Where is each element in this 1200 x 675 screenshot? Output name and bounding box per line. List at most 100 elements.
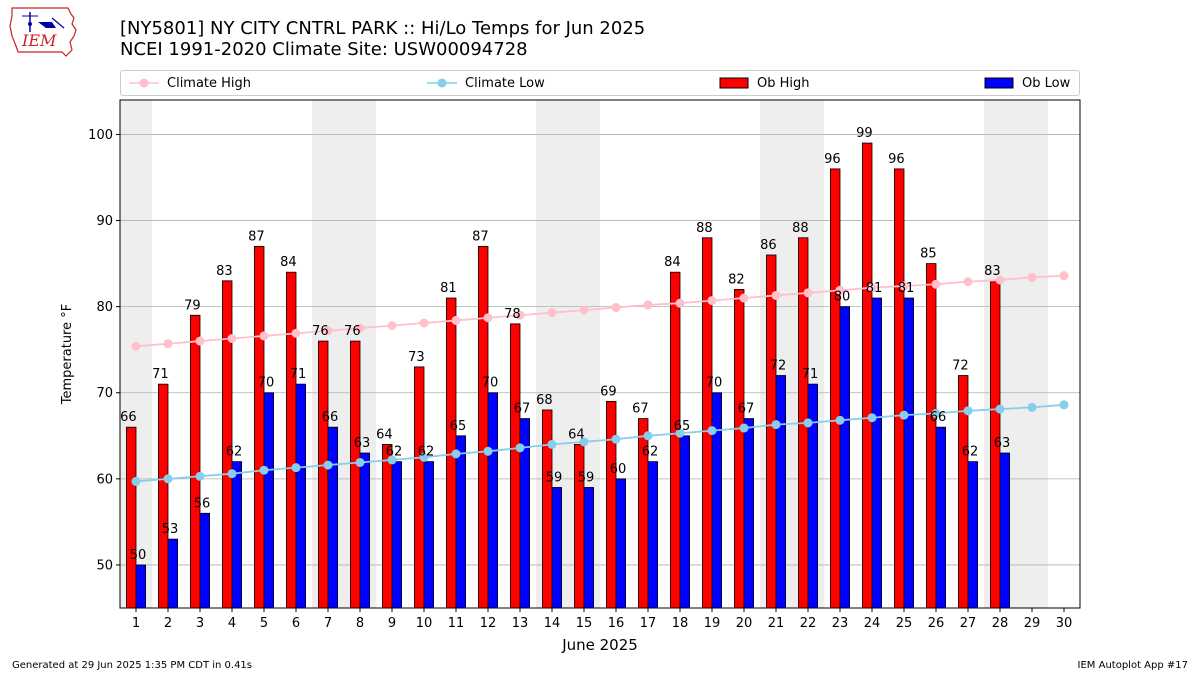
x-tick-label: 4 [228, 616, 236, 631]
climate-low-point [995, 404, 1005, 414]
climate-high-point [131, 341, 141, 351]
ob-low-value-label: 60 [610, 462, 627, 477]
ob-high-value-label: 76 [312, 324, 329, 339]
ob-high-value-label: 76 [344, 324, 361, 339]
x-tick-label: 5 [260, 616, 268, 631]
ob-high-value-label: 85 [920, 247, 937, 262]
climate-high-point [259, 331, 269, 341]
x-tick-label: 14 [544, 616, 561, 631]
ob-high-bar [349, 340, 361, 609]
ob-low-bar [647, 461, 659, 609]
ob-low-bar [839, 306, 851, 609]
ob-high-value-label: 64 [568, 427, 585, 442]
ob-low-bar [423, 461, 435, 609]
ob-high-value-label: 82 [728, 272, 745, 287]
ob-high-value-label: 88 [696, 221, 713, 236]
ob-low-bar [295, 383, 307, 609]
y-tick-label: 70 [96, 386, 113, 401]
x-tick-label: 7 [324, 616, 332, 631]
ob-low-value-label: 65 [674, 419, 691, 434]
x-axis-label: June 2025 [561, 636, 638, 654]
x-tick-label: 3 [196, 616, 204, 631]
ob-low-value-label: 66 [322, 410, 339, 425]
ob-high-bar [862, 142, 873, 609]
ob-high-value-label: 66 [120, 410, 137, 425]
ob-high-bar [157, 383, 169, 609]
climate-low-point [259, 465, 269, 475]
ob-low-value-label: 65 [450, 419, 467, 434]
chart-subtitle: NCEI 1991-2020 Climate Site: USW00094728 [120, 39, 528, 60]
ob-low-bar [327, 426, 339, 609]
legend-swatch-icon [984, 77, 1014, 89]
generated-note: Generated at 29 Jun 2025 1:35 PM CDT in … [12, 660, 253, 671]
climate-low-point [579, 437, 589, 447]
y-tick-label: 90 [96, 214, 113, 229]
x-tick-label: 30 [1056, 616, 1073, 631]
climate-high-point [547, 308, 557, 318]
ob-low-bar [807, 383, 819, 609]
ob-low-bar [455, 435, 467, 609]
climate-high-point [1027, 272, 1037, 282]
climate-low-point [515, 443, 525, 453]
legend-label: Climate High [167, 75, 252, 91]
ob-high-value-label: 83 [216, 264, 233, 279]
plot-frame [119, 99, 1081, 609]
climate-high-point [931, 279, 941, 289]
climate-low-point [1027, 402, 1037, 412]
climate-high-point [611, 303, 621, 313]
climate-low-point [707, 426, 717, 436]
x-tick-label: 29 [1024, 616, 1041, 631]
x-tick-label: 18 [672, 616, 689, 631]
climate-high-point [579, 305, 589, 315]
x-tick-label: 10 [416, 616, 433, 631]
ob-low-bar [551, 487, 563, 609]
climate-high-point [323, 326, 333, 336]
ob-low-bar [263, 392, 275, 609]
ob-low-bar [135, 564, 147, 609]
ob-low-bar [775, 375, 787, 609]
ob-high-bar [509, 323, 521, 609]
ob-high-value-label: 87 [472, 229, 489, 244]
ob-low-value-label: 70 [482, 376, 499, 391]
y-axis-label: Temperature °F [60, 304, 75, 405]
ob-low-bar [903, 297, 915, 609]
ob-low-bar [999, 452, 1011, 609]
ob-high-value-label: 72 [952, 359, 969, 374]
climate-low-point [1059, 400, 1069, 410]
ob-high-bar [926, 263, 937, 609]
ob-high-value-label: 68 [536, 393, 553, 408]
climate-high-point [643, 300, 653, 310]
x-tick-label: 13 [512, 616, 529, 631]
climate-low-point [643, 431, 653, 441]
x-tick-label: 11 [448, 616, 465, 631]
ob-low-bar [167, 538, 179, 609]
ob-low-value-label: 80 [834, 290, 851, 305]
ob-high-bar [413, 366, 425, 609]
ob-low-bar [871, 297, 883, 609]
climate-low-point [899, 410, 909, 420]
ob-low-value-label: 63 [354, 436, 371, 451]
ob-high-bar [830, 168, 841, 609]
ob-low-bar [711, 392, 723, 609]
climate-low-point [355, 457, 365, 467]
x-tick-label: 20 [736, 616, 753, 631]
ob-high-bar [574, 444, 585, 609]
climate-high-point [419, 318, 429, 328]
climate-high-point [483, 313, 493, 323]
iem-logo: IEM [8, 6, 80, 58]
climate-high-point [899, 281, 909, 291]
ob-high-value-label: 78 [504, 307, 521, 322]
ob-high-bar [189, 314, 201, 609]
climate-low-point [675, 428, 685, 438]
climate-low-point [835, 415, 845, 425]
climate-low-point [387, 455, 397, 465]
climate-high-point [163, 339, 173, 349]
x-tick-label: 19 [704, 616, 721, 631]
climate-high-point [707, 296, 717, 306]
x-tick-label: 17 [640, 616, 657, 631]
chart-title-line1: [NY5801] NY CITY CNTRL PARK :: Hi/Lo Tem… [120, 18, 646, 39]
ob-high-value-label: 79 [184, 298, 201, 313]
ob-high-bar [477, 245, 489, 609]
legend-line-marker-icon [129, 78, 159, 88]
